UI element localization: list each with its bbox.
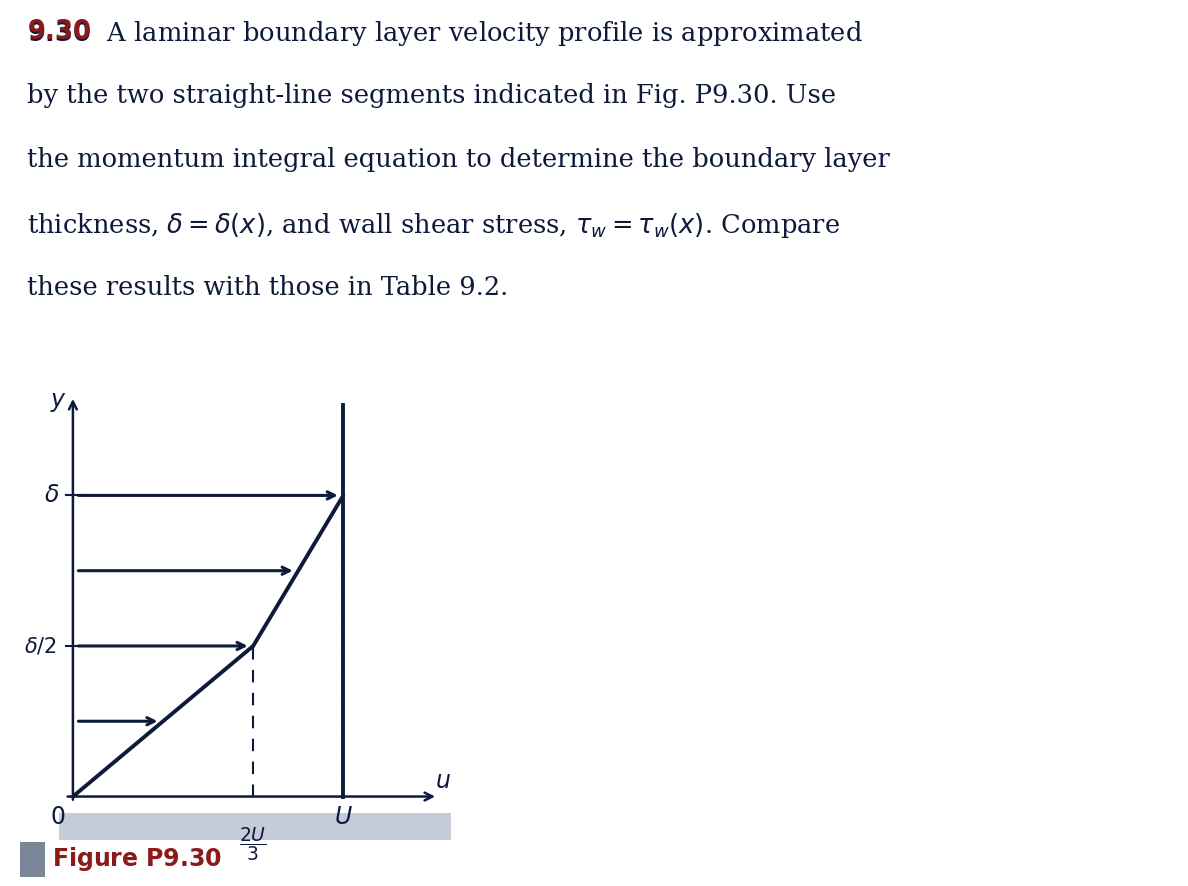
Bar: [59, 813, 451, 840]
Text: $u$: $u$: [435, 770, 451, 793]
Text: $\delta$: $\delta$: [44, 484, 59, 507]
Text: $y$: $y$: [50, 391, 67, 414]
Text: thickness, $\delta = \delta(x)$, and wall shear stress, $\tau_w = \tau_w(x)$. Co: thickness, $\delta = \delta(x)$, and wal…: [27, 211, 840, 240]
Text: $\mathbf{Figure\ P9.30}$: $\mathbf{Figure\ P9.30}$: [52, 845, 221, 874]
Text: $\mathbf{9.30}$: $\mathbf{9.30}$: [27, 19, 91, 44]
Text: $\dfrac{2U}{3}$: $\dfrac{2U}{3}$: [239, 825, 267, 863]
Bar: [20, 842, 45, 877]
Text: $U$: $U$: [334, 806, 353, 829]
Text: $\mathbf{9.30}$  A laminar boundary layer velocity profile is approximated: $\mathbf{9.30}$ A laminar boundary layer…: [27, 19, 862, 48]
Text: these results with those in Table 9.2.: these results with those in Table 9.2.: [27, 275, 508, 300]
Text: the momentum integral equation to determine the boundary layer: the momentum integral equation to determ…: [27, 147, 890, 172]
Text: $0$: $0$: [50, 806, 65, 829]
Text: $\delta/2$: $\delta/2$: [25, 635, 57, 657]
Text: by the two straight-line segments indicated in Fig. P9.30. Use: by the two straight-line segments indica…: [27, 83, 836, 108]
